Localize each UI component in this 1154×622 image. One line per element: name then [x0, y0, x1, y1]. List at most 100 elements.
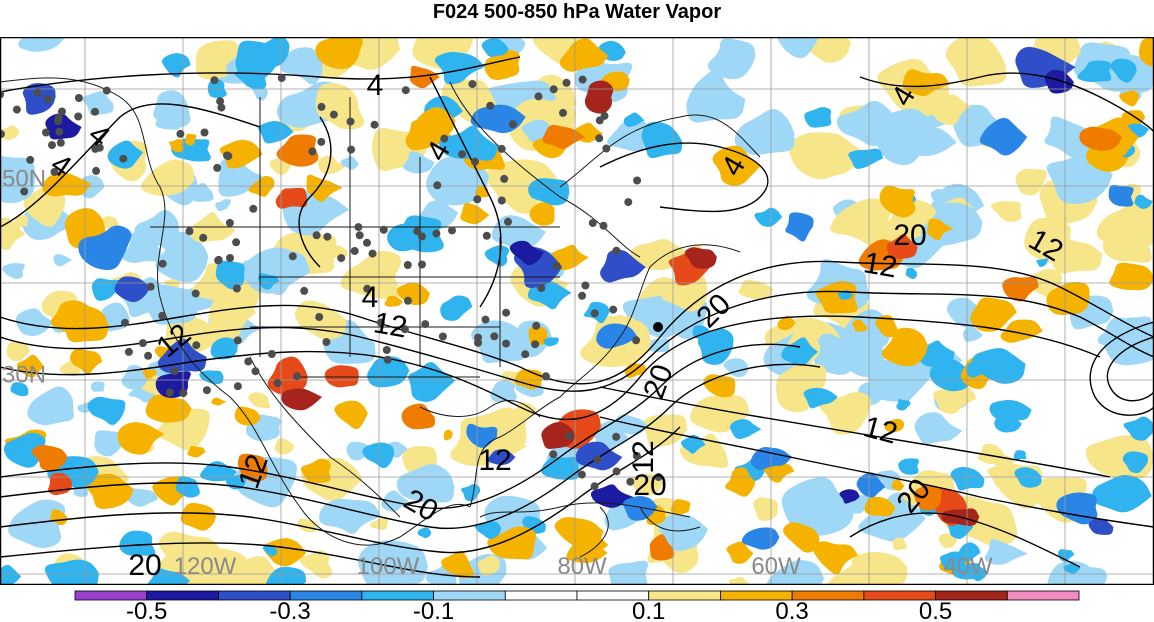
colorbar-tick-label: 0.3	[775, 598, 808, 622]
border-line	[469, 244, 741, 508]
station-marker	[91, 107, 99, 116]
station-marker	[288, 252, 297, 261]
anomaly-patch	[1139, 37, 1154, 68]
anomaly-patch	[1014, 467, 1042, 488]
strong-anomaly	[1044, 69, 1074, 94]
station-marker	[474, 338, 482, 347]
longitude-label: 120W	[174, 553, 237, 580]
anomaly-patch	[1024, 217, 1071, 262]
anomaly-patch	[317, 155, 347, 175]
strong-anomaly	[281, 388, 323, 411]
station-marker	[552, 261, 561, 270]
anomaly-patch	[670, 499, 691, 515]
station-marker	[632, 452, 641, 460]
station-marker	[612, 246, 621, 255]
anomaly-patch	[818, 391, 872, 435]
strong-anomaly	[803, 387, 838, 409]
anomaly-patch	[864, 496, 896, 517]
anomaly-patch	[299, 550, 333, 579]
anomaly-patch	[1134, 194, 1153, 209]
anomaly-patch	[0, 217, 26, 251]
station-marker	[565, 432, 573, 441]
anomaly-patch	[443, 429, 453, 441]
station-marker	[322, 338, 331, 346]
longitude-label: 100W	[357, 553, 420, 580]
anomaly-patch	[898, 458, 920, 475]
station-marker	[223, 151, 231, 160]
anomaly-patch	[789, 132, 855, 180]
station-marker	[368, 249, 377, 258]
anomaly-patch	[875, 315, 899, 338]
station-marker	[382, 346, 391, 354]
anomaly-patch	[263, 538, 307, 567]
station-marker	[490, 332, 499, 341]
station-marker	[95, 143, 104, 152]
highlighted-station-marker	[653, 322, 663, 332]
station-marker	[251, 367, 260, 376]
strong-anomaly	[600, 249, 646, 283]
strong-anomaly	[856, 472, 886, 498]
station-marker	[92, 166, 101, 175]
station-marker	[216, 97, 225, 106]
anomaly-patch	[657, 514, 708, 551]
station-marker	[379, 225, 388, 234]
contour-label: 20	[633, 469, 666, 502]
strong-anomaly	[1088, 518, 1114, 535]
station-marker	[267, 350, 276, 358]
anomaly-patch	[1000, 319, 1043, 343]
anomaly-patch	[18, 37, 64, 52]
anomaly-patch	[187, 445, 206, 458]
station-marker	[440, 134, 449, 143]
anomaly-patch	[87, 396, 126, 426]
anomaly-patch	[984, 539, 1028, 565]
station-marker	[315, 313, 324, 321]
station-marker	[577, 470, 586, 479]
anomaly-patch	[280, 47, 323, 85]
anomaly-patch	[274, 438, 295, 455]
strong-anomaly	[590, 484, 634, 508]
station-marker	[549, 450, 558, 459]
station-marker	[102, 86, 111, 95]
anomaly-patch	[199, 370, 224, 385]
strong-anomaly	[78, 225, 132, 271]
strong-anomaly	[1079, 126, 1122, 151]
anomaly-patch	[234, 406, 261, 426]
anomaly-patch	[994, 412, 1022, 433]
contour-label: 12	[478, 444, 511, 477]
station-marker	[602, 144, 611, 153]
anomaly-patch	[362, 442, 395, 469]
colorbar: -0.5 -0.3 -0.1 0.1 0.3 0.5	[74, 590, 1080, 622]
station-marker	[58, 107, 66, 116]
anomaly-patch	[490, 380, 517, 403]
anomaly-patch	[219, 139, 263, 169]
anomaly-patch	[119, 530, 156, 556]
anomaly-patch	[94, 430, 124, 457]
station-marker	[562, 78, 571, 87]
anomaly-patch	[158, 531, 223, 573]
anomaly-patch	[738, 279, 774, 300]
anomaly-patch	[1044, 116, 1100, 158]
anomaly-patch	[734, 109, 795, 155]
anomaly-patch	[532, 138, 566, 159]
anomaly-patch	[776, 37, 820, 59]
anomaly-patch	[1102, 224, 1152, 263]
station-marker	[400, 325, 409, 334]
station-marker	[317, 102, 326, 111]
station-marker	[482, 231, 491, 240]
anomaly-patch	[13, 214, 29, 229]
station-marker	[226, 254, 234, 262]
station-marker	[244, 357, 253, 366]
station-marker	[337, 254, 346, 263]
anomaly-patch	[686, 70, 746, 123]
contour-line	[1089, 321, 1154, 416]
longitude-label: 80W	[557, 553, 607, 580]
anomaly-patch	[82, 91, 114, 116]
anomaly-patch	[554, 517, 604, 549]
anomaly-patch	[927, 218, 954, 241]
station-marker	[249, 204, 258, 213]
anomaly-patch	[777, 315, 796, 331]
colorbar-tick-labels: -0.5 -0.3 -0.1 0.1 0.3 0.5	[126, 598, 952, 622]
contour-line	[1106, 336, 1154, 402]
border-line	[0, 77, 471, 546]
anomaly-patch	[235, 40, 280, 81]
